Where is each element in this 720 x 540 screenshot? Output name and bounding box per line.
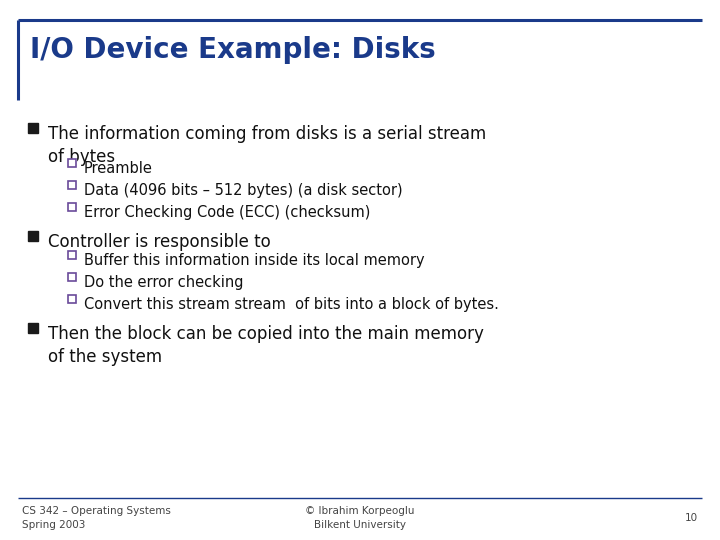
Bar [68, 295, 76, 303]
Text: Preamble: Preamble [84, 161, 153, 176]
Text: Convert this stream stream  of bits into a block of bytes.: Convert this stream stream of bits into … [84, 297, 499, 312]
Text: CS 342 – Operating Systems
Spring 2003: CS 342 – Operating Systems Spring 2003 [22, 507, 171, 530]
Bar [68, 273, 76, 281]
Bar [68, 251, 76, 259]
Text: © Ibrahim Korpeoglu
Bilkent University: © Ibrahim Korpeoglu Bilkent University [305, 507, 415, 530]
Bar [68, 181, 76, 189]
Text: The information coming from disks is a serial stream
of bytes: The information coming from disks is a s… [48, 125, 486, 166]
Text: Data (4096 bits – 512 bytes) (a disk sector): Data (4096 bits – 512 bytes) (a disk sec… [84, 183, 402, 198]
Bar [28, 231, 38, 241]
Bar [68, 295, 76, 303]
Bar [28, 123, 38, 133]
Text: Buffer this information inside its local memory: Buffer this information inside its local… [84, 253, 425, 268]
Text: Controller is responsible to: Controller is responsible to [48, 233, 271, 251]
Bar [68, 203, 76, 211]
Bar [68, 273, 76, 281]
Bar [28, 323, 38, 333]
Bar [68, 159, 76, 167]
Bar [68, 251, 76, 259]
Bar [68, 203, 76, 211]
Bar [68, 159, 76, 167]
Text: Then the block can be copied into the main memory
of the system: Then the block can be copied into the ma… [48, 325, 484, 366]
Text: I/O Device Example: Disks: I/O Device Example: Disks [30, 36, 436, 64]
Text: Do the error checking: Do the error checking [84, 275, 243, 290]
Text: 10: 10 [685, 513, 698, 523]
Bar [68, 181, 76, 189]
Text: Error Checking Code (ECC) (checksum): Error Checking Code (ECC) (checksum) [84, 205, 370, 220]
